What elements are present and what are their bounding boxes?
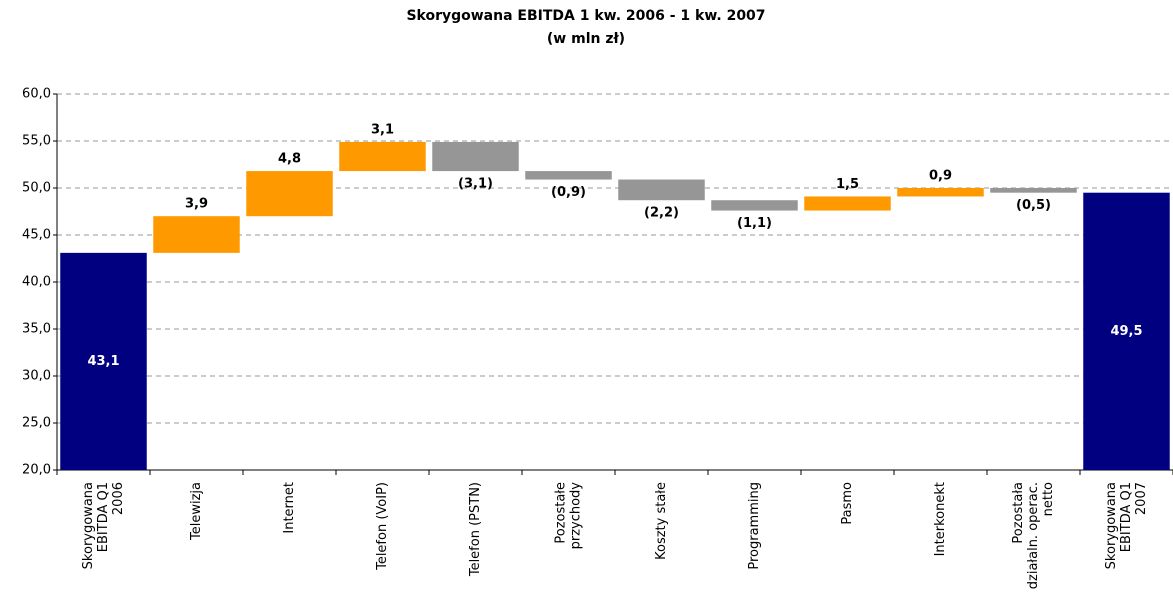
y-tick-label: 35,0 — [22, 322, 51, 337]
chart-title: Skorygowana EBITDA 1 kw. 2006 - 1 kw. 20… — [406, 8, 765, 24]
data-label: 49,5 — [1110, 324, 1142, 339]
bar — [432, 141, 519, 172]
y-tick-label: 40,0 — [22, 275, 51, 290]
data-label: 0,9 — [929, 169, 952, 184]
bar — [246, 171, 333, 217]
x-tick-label: 2007 — [1134, 482, 1149, 515]
bar — [804, 196, 891, 211]
x-tick-label: netto — [1041, 482, 1056, 516]
bar — [1083, 192, 1170, 470]
y-tick-label: 20,0 — [22, 463, 51, 478]
x-tick-label: Telewizja — [189, 482, 204, 541]
x-tick-label: 2006 — [111, 482, 126, 515]
y-tick-label: 50,0 — [22, 181, 51, 196]
bar — [990, 188, 1077, 193]
x-tick-label: Koszty stałe — [654, 482, 669, 560]
y-tick-label: 45,0 — [22, 228, 51, 243]
data-label: (0,5) — [1016, 198, 1051, 213]
x-tick-label: przychody — [569, 482, 584, 550]
x-tick-label: Telefon (VoIP) — [375, 482, 390, 571]
x-tick-label: Pasmo — [840, 482, 855, 525]
data-label: 43,1 — [87, 354, 119, 369]
bar — [711, 200, 798, 211]
x-tick-label: EBITDA Q1 — [1119, 482, 1134, 552]
x-tick-label: Pozostała — [1011, 482, 1026, 544]
y-tick-label: 60,0 — [22, 87, 51, 102]
x-tick-label: Telefon (PSTN) — [468, 482, 483, 577]
data-label: 3,1 — [371, 122, 394, 137]
data-label: (1,1) — [737, 216, 772, 231]
bar — [525, 171, 612, 180]
x-tick-label: Skorygowana — [81, 482, 96, 569]
data-label: 3,9 — [185, 197, 208, 212]
y-tick-label: 25,0 — [22, 416, 51, 431]
bar — [60, 252, 147, 470]
bar — [153, 216, 240, 253]
y-tick-label: 30,0 — [22, 369, 51, 384]
y-tick-label: 55,0 — [22, 134, 51, 149]
x-tick-label: EBITDA Q1 — [96, 482, 111, 552]
bar — [339, 141, 426, 172]
x-tick-label: Internet — [282, 482, 297, 534]
bar — [618, 179, 705, 201]
data-label: (3,1) — [458, 177, 493, 192]
x-tick-label: Skorygowana — [1104, 482, 1119, 569]
data-label: 1,5 — [836, 177, 859, 192]
data-label: 4,8 — [278, 152, 301, 167]
x-tick-label: Pozostałe — [554, 482, 569, 544]
data-label: (2,2) — [644, 206, 679, 221]
chart-subtitle: (w mln zł) — [547, 31, 625, 47]
data-label: (0,9) — [551, 185, 586, 200]
x-tick-label: działaln. operac. — [1026, 482, 1041, 589]
x-tick-label: Programming — [747, 482, 762, 570]
bar — [897, 188, 984, 197]
x-tick-label: Interkonekt — [933, 482, 948, 556]
